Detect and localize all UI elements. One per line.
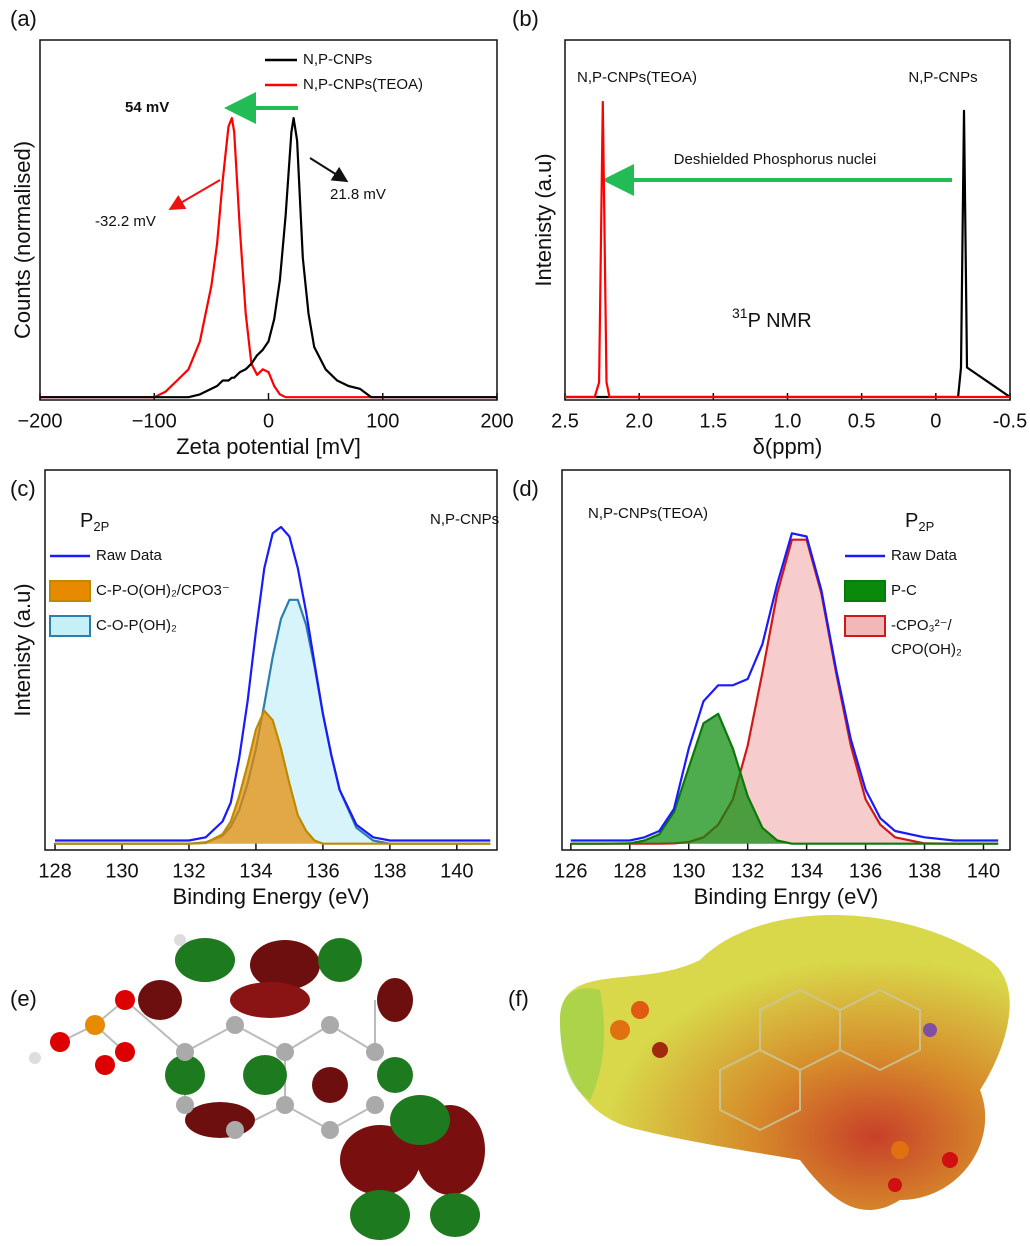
- data-line: [40, 118, 497, 397]
- legend-swatch: [845, 581, 885, 601]
- x-axis-label: δ(ppm): [753, 434, 823, 459]
- x-tick-label: 100: [366, 410, 399, 432]
- y-axis-label: Intenisty (a.u): [10, 583, 35, 716]
- x-tick-label: 132: [731, 860, 764, 882]
- x-tick-label: 138: [373, 860, 406, 882]
- x-axis-label: Binding Enrgy (eV): [694, 884, 879, 909]
- legend-line: -CPO₃²⁻/: [891, 617, 953, 634]
- panel-title-sub: 2P: [93, 519, 109, 534]
- x-tick-label: 0.5: [848, 410, 876, 432]
- panel-label: (e): [10, 986, 37, 1011]
- x-tick-label: 2.5: [551, 410, 579, 432]
- x-tick-label: 134: [239, 860, 272, 882]
- x-tick-label: 130: [105, 860, 138, 882]
- esp-surface-image: [560, 915, 1010, 1210]
- nmr-label-sup: 31: [732, 305, 748, 321]
- x-tick-label: 128: [613, 860, 646, 882]
- x-tick-label: 126: [554, 860, 587, 882]
- x-tick-label: 0: [263, 410, 274, 432]
- panel-title: P2P: [905, 510, 934, 534]
- x-axis-label: Binding Energy (eV): [173, 884, 370, 909]
- annotation: 21.8 mV: [330, 186, 386, 203]
- x-tick-label: 1.5: [699, 410, 727, 432]
- x-tick-label: 132: [172, 860, 205, 882]
- x-tick-label: 140: [967, 860, 1000, 882]
- legend-label: -CPO₃²⁻/ CPO(OH)₂: [891, 617, 962, 658]
- legend-swatch: [50, 581, 90, 601]
- legend-label: C-P-O(OH)₂/CPO3⁻: [96, 582, 230, 599]
- y-axis-label: Intenisty (a.u): [531, 153, 556, 286]
- panel-subtitle: N,P-CNPs(TEOA): [588, 505, 708, 522]
- panel-title-main: P: [80, 510, 93, 532]
- legend-label: P-C: [891, 582, 917, 599]
- x-tick-label: 130: [672, 860, 705, 882]
- data-line: [565, 102, 1010, 397]
- panel-subtitle: N,P-CNPs: [430, 511, 499, 528]
- panel-title: P2P: [80, 510, 109, 534]
- x-tick-label: 136: [306, 860, 339, 882]
- legend-label: C-O-P(OH)₂: [96, 617, 177, 634]
- nmr-label-text: P NMR: [748, 310, 812, 332]
- arrow: [172, 180, 220, 208]
- x-tick-label: 200: [480, 410, 513, 432]
- legend-swatch: [50, 616, 90, 636]
- panel-label: (a): [10, 6, 37, 31]
- x-tick-label: 138: [908, 860, 941, 882]
- y-axis-label: Counts (normalised): [10, 141, 35, 339]
- arrow: [310, 158, 345, 180]
- data-line: [40, 118, 497, 397]
- plot-frame: [565, 40, 1010, 400]
- x-axis-label: Zeta potential [mV]: [176, 434, 361, 459]
- x-tick-label: 134: [790, 860, 823, 882]
- x-tick-label: −100: [132, 410, 177, 432]
- fitted-component: [55, 711, 490, 844]
- legend-line: CPO(OH)₂: [891, 641, 962, 658]
- orbital-image: [29, 934, 485, 1240]
- nmr-label: 31P NMR: [732, 305, 812, 333]
- x-tick-label: 140: [440, 860, 473, 882]
- fitted-component: [571, 540, 998, 844]
- x-tick-label: 2.0: [625, 410, 653, 432]
- panel-label: (f): [508, 986, 529, 1011]
- legend-label: Raw Data: [96, 547, 163, 564]
- figure: (e) (f) −200 −100 0 100 200 Zeta potential [m…: [0, 0, 1030, 1246]
- x-tick-label: 0: [930, 410, 941, 432]
- legend-swatch: [845, 616, 885, 636]
- legend-label: Raw Data: [891, 547, 958, 564]
- annotation: -32.2 mV: [95, 213, 156, 230]
- x-tick-label: 136: [849, 860, 882, 882]
- peak-label: N,P-CNPs(TEOA): [577, 69, 697, 86]
- x-tick-label: 1.0: [774, 410, 802, 432]
- annotation: 54 mV: [125, 99, 169, 116]
- x-tick-label: −200: [17, 410, 62, 432]
- panel-label: (b): [512, 6, 539, 31]
- legend-label: N,P-CNPs: [303, 51, 372, 68]
- panel-title-main: P: [905, 510, 918, 532]
- panel-title-sub: 2P: [918, 519, 934, 534]
- panel-label: (d): [512, 476, 539, 501]
- x-tick-label: -0.5: [993, 410, 1027, 432]
- panel-label: (c): [10, 476, 36, 501]
- legend-label: N,P-CNPs(TEOA): [303, 76, 423, 93]
- x-tick-label: 128: [38, 860, 71, 882]
- annotation: Deshielded Phosphorus nuclei: [674, 151, 877, 168]
- peak-label: N,P-CNPs: [908, 69, 977, 86]
